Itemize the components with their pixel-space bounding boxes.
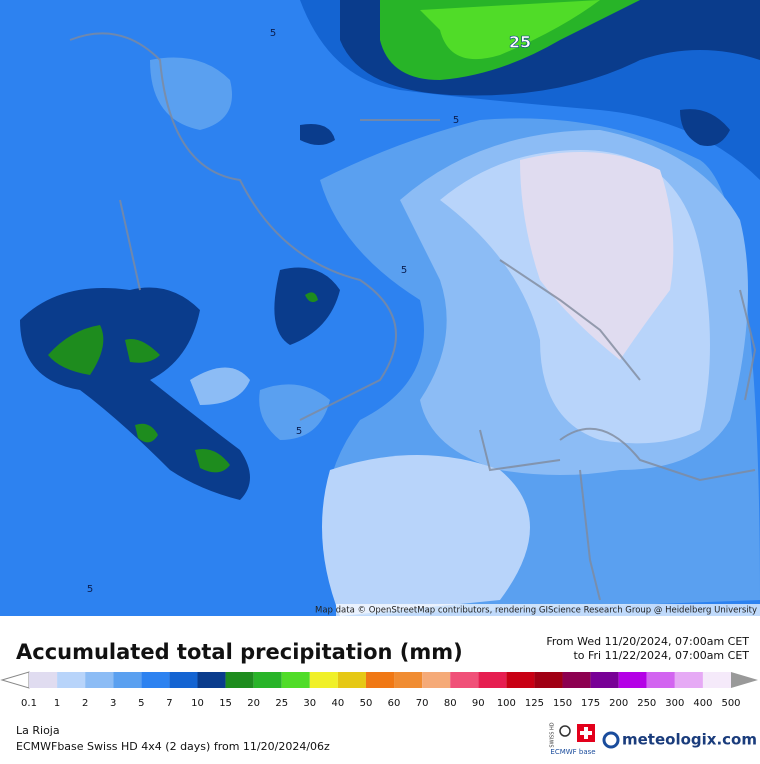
precip-area [420, 0, 600, 60]
badge-bottom: ECMWF base [550, 748, 595, 756]
legend-swatch [253, 672, 282, 688]
legend-label: 15 [219, 698, 232, 709]
legend-label: 200 [609, 698, 628, 709]
precip-area [125, 339, 160, 363]
brand-icon [602, 731, 620, 749]
legend-label: 125 [525, 698, 544, 709]
brand: meteologix.com [622, 731, 757, 749]
legend-label: 175 [581, 698, 600, 709]
legend-swatch [534, 672, 563, 688]
legend-swatch [337, 672, 366, 688]
map-attribution: Map data © OpenStreetMap contributors, r… [315, 606, 757, 616]
legend-label: 3 [110, 698, 116, 709]
period-to: to Fri 11/22/2024, 07:00am CET [573, 649, 749, 662]
legend-swatch [29, 672, 58, 688]
badge-icon [559, 725, 571, 737]
legend-label: 5 [138, 698, 144, 709]
precip-area [680, 109, 730, 146]
map: 5 5 5 5 5 25 Map data © OpenStreetMap co… [0, 0, 760, 616]
legend-label: 20 [247, 698, 260, 709]
precip-area [259, 384, 330, 440]
legend-swatch [281, 672, 310, 688]
border-lines [69, 32, 757, 601]
legend-label: 70 [416, 698, 429, 709]
legend-swatch [562, 672, 591, 688]
legend-swatch [169, 672, 198, 688]
legend-label: 0.1 [21, 698, 37, 709]
legend-swatch [309, 672, 338, 688]
precip-area [135, 423, 158, 443]
precip-area [190, 367, 250, 405]
legend-arrow-right [731, 672, 758, 688]
legend-swatch [197, 672, 226, 688]
legend-label: 250 [637, 698, 656, 709]
legend-label: 7 [166, 698, 172, 709]
legend-label: 500 [721, 698, 740, 709]
precip-area [520, 152, 674, 360]
legend-label: 100 [497, 698, 516, 709]
title: Accumulated total precipitation (mm) [16, 640, 463, 664]
legend-label: 1 [54, 698, 60, 709]
legend-swatch [365, 672, 395, 688]
legend-label: 2 [82, 698, 88, 709]
model-info: ECMWFbase Swiss HD 4x4 (2 days) from 11/… [16, 740, 330, 753]
contour-label: 25 [509, 33, 531, 52]
contour-label: 5 [296, 426, 302, 437]
legend-label: 50 [360, 698, 373, 709]
legend-label: 40 [332, 698, 345, 709]
precip-area [305, 292, 318, 303]
legend-swatch [113, 672, 142, 688]
legend-swatch [618, 672, 647, 688]
badge-top: SWISS HD [550, 722, 556, 747]
legend-label: 60 [388, 698, 401, 709]
legend-swatch [422, 672, 451, 688]
legend-swatch [225, 672, 254, 688]
legend-label: 25 [275, 698, 288, 709]
legend-swatch [646, 672, 675, 688]
legend-label: 90 [472, 698, 485, 709]
precip-area [274, 267, 340, 345]
legend-swatch [506, 672, 535, 688]
legend-swatch [57, 672, 86, 688]
legend-label: 80 [444, 698, 457, 709]
contour-label: 5 [401, 265, 407, 276]
precip-area [322, 455, 530, 616]
legend-label: 30 [303, 698, 316, 709]
region: La Rioja [16, 724, 60, 737]
contour-label: 5 [87, 584, 93, 595]
legend-swatch [450, 672, 479, 688]
legend-swatch [590, 672, 619, 688]
legend-label: 300 [665, 698, 684, 709]
precip-area [195, 449, 230, 473]
attribution-bg [336, 604, 760, 616]
legend-swatch [141, 672, 170, 688]
period-from: From Wed 11/20/2024, 07:00am CET [546, 635, 749, 648]
legend-swatch [85, 672, 114, 688]
precip-area [300, 124, 335, 145]
legend-swatch [394, 672, 423, 688]
legend-label: 10 [191, 698, 204, 709]
legend-swatch [702, 672, 731, 688]
legend-arrow-left [0, 671, 30, 689]
contour-label: 5 [453, 115, 459, 126]
legend-label: 400 [693, 698, 712, 709]
legend-label: 150 [553, 698, 572, 709]
contour-label: 5 [270, 28, 276, 39]
swiss-cross [580, 727, 592, 739]
legend-swatch [478, 672, 507, 688]
precip-area [48, 325, 104, 375]
legend-swatch [674, 672, 703, 688]
legend: 0.1 1 2 3 5 7 10 15 20 25 30 40 50 60 70 80 90 100 125 150 1… [0, 671, 758, 709]
